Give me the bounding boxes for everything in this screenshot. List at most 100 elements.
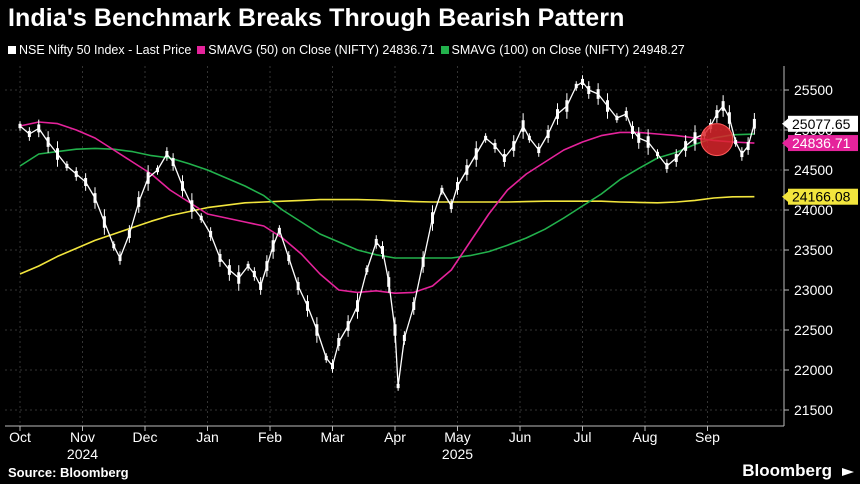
legend-label-price: NSE Nifty 50 Index - Last Price bbox=[19, 43, 192, 57]
candle-body bbox=[190, 200, 194, 212]
candle-body bbox=[287, 254, 291, 262]
candle-body bbox=[412, 302, 416, 310]
candle-body bbox=[502, 154, 506, 162]
candle-body bbox=[693, 132, 697, 144]
candle-body bbox=[727, 112, 731, 124]
candle-body bbox=[734, 139, 738, 145]
y-tick-label: 23500 bbox=[794, 242, 833, 258]
candle-body bbox=[440, 187, 444, 193]
candle-body bbox=[546, 130, 550, 138]
y-tick-label: 21500 bbox=[794, 402, 833, 418]
candle-body bbox=[277, 227, 281, 233]
candle-body bbox=[431, 212, 434, 224]
candle-body bbox=[156, 167, 159, 173]
x-tick-label: Oct bbox=[9, 429, 31, 445]
candle-body bbox=[387, 277, 391, 287]
candle-body bbox=[37, 124, 41, 133]
legend-label-sma50: SMAVG (50) on Close (NIFTY) 24836.71 bbox=[208, 43, 435, 57]
candle-body bbox=[296, 282, 300, 290]
candle-body bbox=[112, 243, 116, 249]
value-label-text: 24836.71 bbox=[792, 135, 851, 151]
legend-item-price: NSE Nifty 50 Index - Last Price bbox=[8, 43, 191, 57]
candle-body bbox=[346, 321, 350, 331]
candle-body bbox=[271, 240, 275, 252]
candle-body bbox=[665, 162, 669, 170]
candle-body bbox=[721, 101, 725, 111]
candle-body bbox=[484, 135, 488, 141]
value-label-pointer bbox=[782, 117, 789, 130]
candle-body bbox=[456, 182, 459, 190]
candle-body bbox=[331, 362, 334, 370]
candle-body bbox=[18, 123, 22, 129]
series-line-3 bbox=[19, 195, 755, 275]
y-tick-label: 22500 bbox=[794, 322, 833, 338]
candle-body bbox=[252, 270, 256, 278]
candle-body bbox=[171, 158, 175, 166]
x-tick-label: Sep bbox=[695, 429, 720, 445]
value-label-text: 24166.08 bbox=[792, 189, 851, 205]
legend-label-sma100: SMAVG (100) on Close (NIFTY) 24948.27 bbox=[451, 43, 685, 57]
x-tick-label: Feb bbox=[258, 429, 282, 445]
candle-body bbox=[674, 154, 678, 162]
candle-body bbox=[637, 133, 641, 143]
x-year-label: 2025 bbox=[442, 446, 473, 462]
x-tick-label: Mar bbox=[320, 429, 344, 445]
value-label-bg bbox=[788, 115, 858, 132]
series-line-1 bbox=[19, 121, 755, 294]
source-note: Source: Bloomberg bbox=[8, 465, 129, 480]
candle-body bbox=[84, 178, 88, 186]
x-tick-label: Apr bbox=[384, 429, 406, 445]
x-year-label: 2024 bbox=[67, 446, 98, 462]
candle-body bbox=[537, 146, 541, 154]
candle-body bbox=[393, 324, 397, 336]
candle-body bbox=[265, 261, 269, 271]
candle-body bbox=[93, 193, 97, 203]
candle-body bbox=[631, 126, 634, 134]
candle-body bbox=[137, 197, 141, 207]
y-tick-label: 24500 bbox=[794, 162, 833, 178]
candle-body bbox=[396, 383, 400, 389]
series-line-2 bbox=[19, 133, 755, 259]
legend-item-sma50: SMAVG (50) on Close (NIFTY) 24836.71 bbox=[197, 43, 435, 57]
candle-body bbox=[449, 202, 453, 210]
value-label-pointer bbox=[782, 137, 789, 150]
x-tick-label: Jul bbox=[574, 429, 592, 445]
candle-body bbox=[74, 170, 78, 178]
x-tick-label: Jan bbox=[196, 429, 219, 445]
chart-title: India's Benchmark Breaks Through Bearish… bbox=[8, 4, 625, 32]
candle-body bbox=[421, 257, 425, 267]
candle-body bbox=[209, 230, 213, 238]
chart-legend: NSE Nifty 50 Index - Last Price SMAVG (5… bbox=[8, 43, 691, 57]
candle-body bbox=[127, 230, 131, 238]
candle-body bbox=[581, 78, 584, 86]
candle-body bbox=[402, 334, 406, 342]
y-tick-label: 22000 bbox=[794, 362, 833, 378]
candle-body bbox=[746, 142, 750, 150]
candle-body bbox=[565, 100, 569, 112]
candle-body bbox=[315, 324, 319, 336]
candle-body bbox=[246, 263, 250, 269]
legend-swatch-sma50 bbox=[197, 46, 206, 54]
annotation-circle bbox=[700, 123, 734, 157]
candle-body bbox=[356, 300, 359, 312]
candle-body bbox=[227, 265, 231, 275]
candle-body bbox=[740, 150, 744, 158]
candle-body bbox=[646, 136, 650, 148]
value-label-bg bbox=[788, 135, 858, 152]
brand-logo: Bloomberg bbox=[742, 461, 832, 480]
candle-body bbox=[306, 301, 309, 311]
candle-body bbox=[259, 282, 263, 290]
value-label-text: 25077.65 bbox=[792, 116, 851, 132]
y-tick-label: 24000 bbox=[794, 202, 833, 218]
candle-body bbox=[656, 151, 659, 157]
y-tick-label: 23000 bbox=[794, 282, 833, 298]
candle-body bbox=[474, 148, 478, 160]
legend-swatch-sma100 bbox=[440, 46, 449, 54]
candle-body bbox=[752, 118, 756, 129]
candle-body bbox=[199, 215, 203, 221]
candle-body bbox=[596, 89, 600, 99]
x-tick-label: Nov bbox=[70, 429, 95, 445]
candle-body bbox=[521, 120, 525, 132]
value-label-pointer bbox=[782, 190, 789, 203]
